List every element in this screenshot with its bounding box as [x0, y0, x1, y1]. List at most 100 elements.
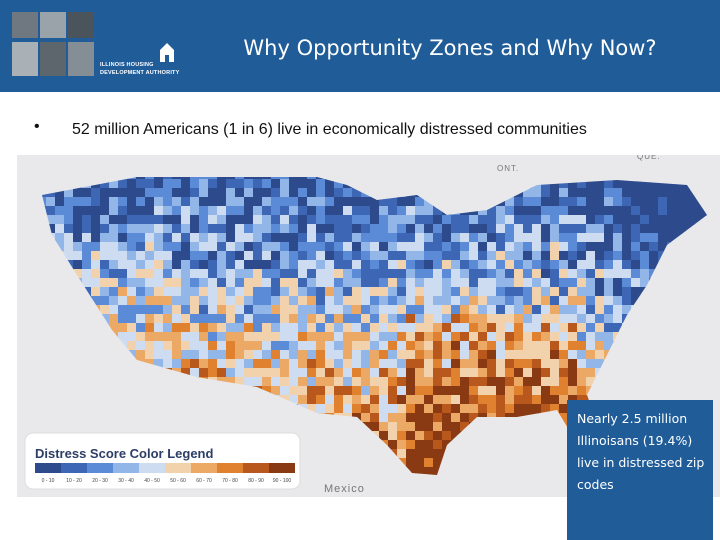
map-area	[649, 242, 659, 252]
map-area	[163, 177, 173, 180]
map-area	[415, 395, 425, 405]
map-area	[604, 278, 614, 288]
map-area	[523, 368, 533, 378]
map-area	[145, 251, 155, 261]
map-area	[397, 215, 407, 225]
map-area	[532, 395, 542, 405]
map-area	[352, 314, 362, 324]
map-area	[523, 206, 533, 216]
map-area	[379, 350, 389, 360]
map-area	[343, 251, 353, 261]
map-area	[451, 314, 461, 324]
map-area	[226, 341, 236, 351]
map-area	[370, 341, 380, 351]
map-area	[181, 242, 191, 252]
map-area	[226, 206, 236, 216]
map-area	[235, 224, 245, 234]
map-area	[136, 177, 146, 180]
map-area	[514, 332, 524, 342]
map-area	[406, 350, 416, 360]
legend-label: 70 - 80	[222, 478, 238, 484]
map-area	[433, 431, 443, 441]
map-label: Mexico	[324, 483, 365, 495]
map-area	[415, 251, 425, 261]
map-area	[451, 359, 461, 369]
map-area	[334, 197, 344, 207]
map-area	[253, 197, 263, 207]
map-area	[271, 177, 281, 180]
map-area	[370, 350, 380, 360]
map-area	[460, 359, 470, 369]
map-area	[649, 260, 659, 270]
map-area	[289, 269, 299, 279]
map-area	[613, 278, 623, 288]
map-area	[451, 422, 461, 432]
map-area	[271, 323, 281, 333]
map-area	[478, 215, 488, 225]
map-area	[343, 206, 353, 216]
map-area	[397, 377, 407, 387]
map-area	[181, 224, 191, 234]
map-area	[145, 305, 155, 315]
map-area	[496, 224, 506, 234]
map-area	[91, 197, 101, 207]
map-area	[406, 260, 416, 270]
map-area	[622, 296, 632, 306]
map-area	[289, 224, 299, 234]
map-area	[181, 269, 191, 279]
map-area	[271, 179, 281, 189]
map-area	[307, 368, 317, 378]
map-area	[307, 215, 317, 225]
map-area	[307, 404, 317, 414]
map-area	[334, 233, 344, 243]
map-area	[208, 314, 218, 324]
map-area	[55, 206, 65, 216]
map-area	[496, 350, 506, 360]
map-area	[397, 242, 407, 252]
map-area	[217, 188, 227, 198]
map-area	[280, 305, 290, 315]
map-area	[622, 179, 632, 189]
map-area	[595, 332, 605, 342]
map-area	[640, 179, 650, 189]
map-area	[145, 341, 155, 351]
map-area	[163, 296, 173, 306]
map-area	[532, 368, 542, 378]
map-area	[442, 251, 452, 261]
map-area	[496, 404, 506, 414]
map-area	[478, 287, 488, 297]
map-area	[352, 296, 362, 306]
map-area	[550, 332, 560, 342]
map-area	[451, 431, 461, 441]
map-area	[226, 368, 236, 378]
map-area	[298, 179, 308, 189]
map-area	[217, 359, 227, 369]
map-area	[550, 215, 560, 225]
map-area	[208, 242, 218, 252]
map-area	[658, 215, 668, 225]
map-area	[352, 215, 362, 225]
map-area	[631, 242, 641, 252]
map-area	[298, 177, 308, 180]
map-area	[577, 224, 587, 234]
map-area	[73, 206, 83, 216]
map-area	[181, 287, 191, 297]
map-area	[82, 188, 92, 198]
map-area	[460, 224, 470, 234]
map-area	[280, 377, 290, 387]
map-area	[334, 215, 344, 225]
map-area	[559, 305, 569, 315]
map-area	[514, 368, 524, 378]
map-area	[235, 251, 245, 261]
map-area	[451, 278, 461, 288]
legend-swatch	[61, 463, 87, 473]
map-area	[289, 323, 299, 333]
map-area	[352, 350, 362, 360]
map-area	[460, 341, 470, 351]
map-area	[334, 251, 344, 261]
map-area	[244, 368, 254, 378]
map-area	[415, 260, 425, 270]
map-area	[424, 449, 434, 459]
map-area	[496, 233, 506, 243]
map-area	[244, 224, 254, 234]
